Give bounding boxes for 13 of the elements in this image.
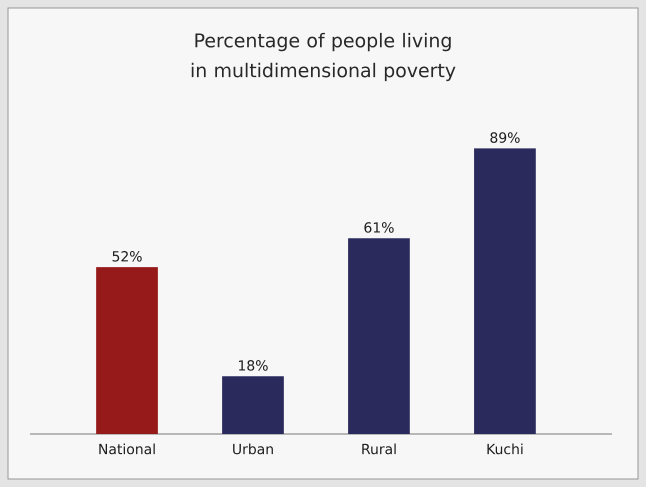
data-label: 89% <box>490 132 520 143</box>
data-label: 52% <box>112 251 142 262</box>
x-tick-label: Rural <box>362 444 396 454</box>
bar <box>222 376 284 434</box>
x-tick-label: Urban <box>233 444 273 454</box>
data-label: 18% <box>239 360 268 371</box>
bar <box>474 148 536 434</box>
chart-title: Percentage of people living in multidimensional poverty <box>192 32 456 82</box>
bar <box>96 267 158 434</box>
x-tick-label: National <box>99 444 155 454</box>
x-tick-label: Kuchi <box>487 444 522 454</box>
data-label: 61% <box>364 222 394 233</box>
bar <box>348 238 410 434</box>
